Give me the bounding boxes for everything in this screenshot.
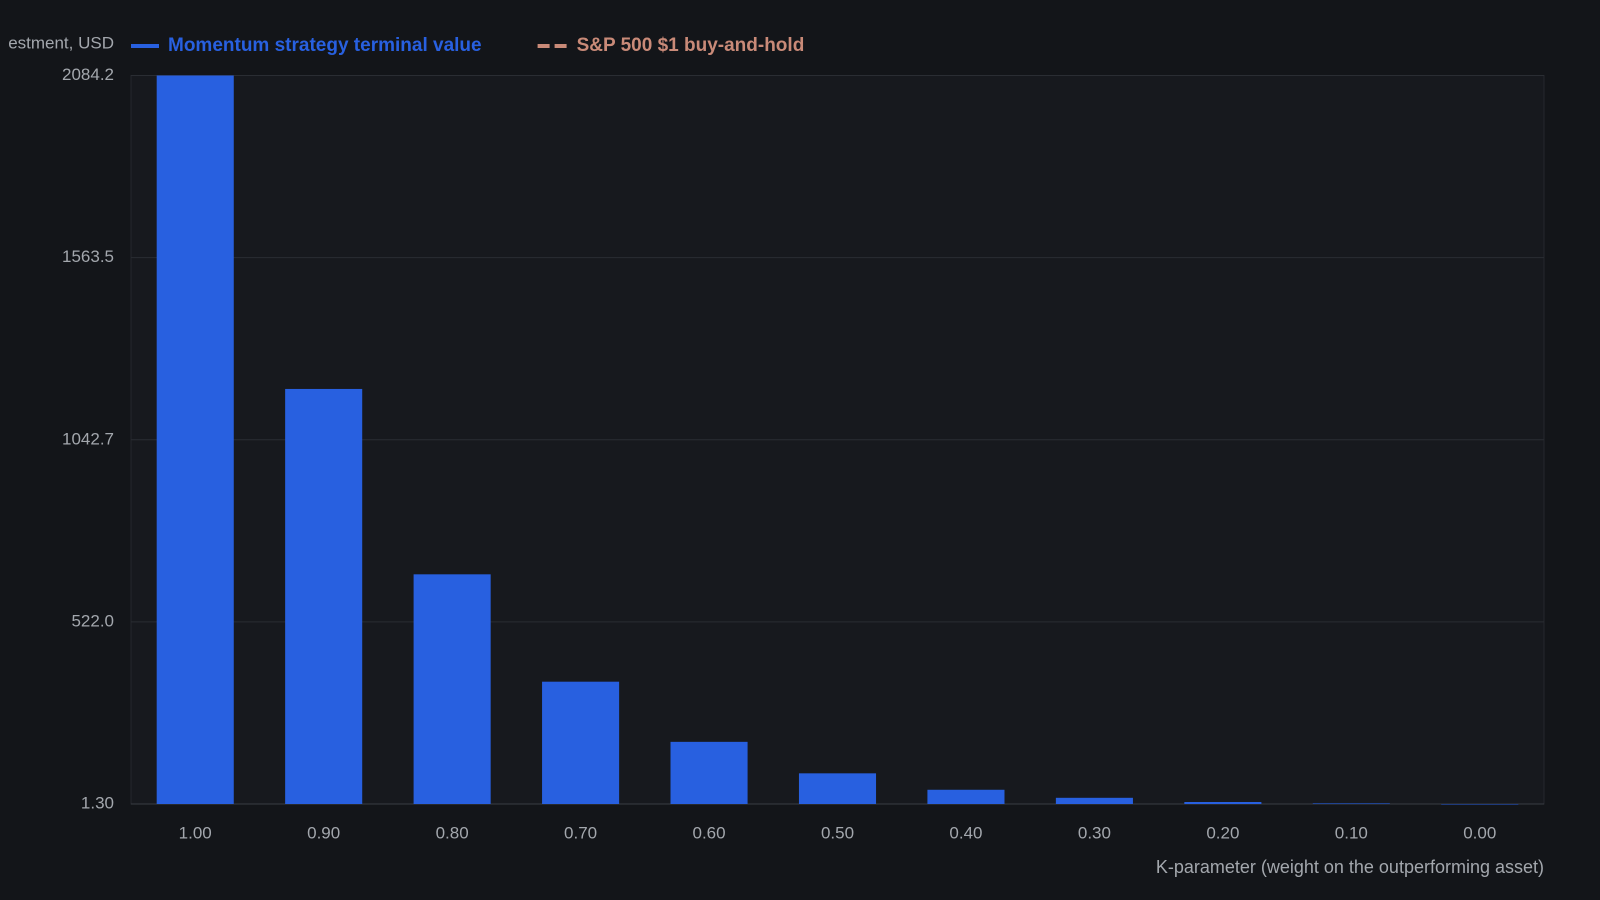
x-axis-label: K-parameter (weight on the outperforming… (1156, 857, 1544, 877)
x-tick-label: 0.10 (1335, 823, 1368, 842)
bar (1184, 802, 1262, 804)
bar (413, 574, 491, 804)
bar (927, 789, 1005, 804)
bar (798, 773, 877, 804)
y-tick-label: 1.30 (81, 793, 114, 812)
y-tick-label: 2084.2 (62, 65, 114, 84)
x-tick-label: 0.00 (1463, 823, 1496, 842)
bar (670, 741, 748, 804)
x-tick-label: 0.60 (692, 823, 725, 842)
bar (285, 388, 363, 804)
x-tick-label: 0.90 (307, 823, 340, 842)
x-tick-label: 1.00 (179, 823, 212, 842)
bar (1312, 803, 1390, 804)
x-tick-label: 0.70 (564, 823, 597, 842)
legend-label: S&P 500 $1 buy-and-hold (577, 35, 805, 56)
x-tick-label: 0.30 (1078, 823, 1111, 842)
bar (156, 75, 234, 804)
bar (1441, 804, 1519, 805)
bar (1055, 797, 1133, 804)
x-tick-label: 0.40 (949, 823, 982, 842)
y-tick-label: 1042.7 (62, 429, 114, 448)
legend-label: Momentum strategy terminal value (168, 35, 482, 56)
bar (542, 681, 620, 804)
y-tick-label: 522.0 (71, 611, 114, 630)
y-axis-label: estment, USD (8, 33, 114, 52)
x-tick-label: 0.20 (1206, 823, 1239, 842)
x-tick-label: 0.80 (436, 823, 469, 842)
x-tick-label: 0.50 (821, 823, 854, 842)
y-tick-label: 1563.5 (62, 247, 114, 266)
